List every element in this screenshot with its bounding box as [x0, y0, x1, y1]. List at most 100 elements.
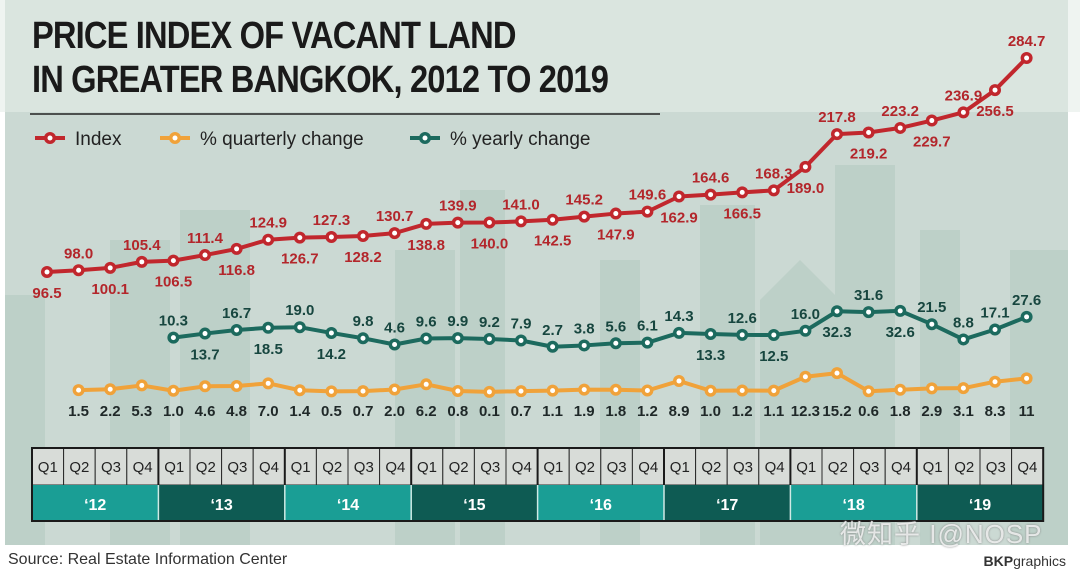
data-label: 147.9 — [597, 227, 635, 244]
data-label: 168.3 — [755, 165, 793, 182]
data-point-center — [644, 340, 650, 346]
data-label: 2.7 — [542, 322, 563, 339]
year-label: ‘19 — [969, 497, 991, 514]
data-label: 1.2 — [637, 403, 658, 420]
data-label: 13.7 — [190, 347, 219, 364]
chart-title: PRICE INDEX OF VACANT LAND IN GREATER BA… — [32, 14, 609, 102]
data-label: 3.8 — [574, 320, 595, 337]
data-label: 162.9 — [660, 210, 698, 227]
data-label: 284.7 — [1008, 33, 1046, 50]
data-point-center — [170, 388, 176, 394]
quarter-label: Q4 — [385, 459, 405, 476]
year-label: ‘15 — [463, 497, 485, 514]
data-label: 0.8 — [447, 403, 468, 420]
data-label: 32.6 — [886, 324, 915, 341]
data-label: 0.7 — [511, 403, 532, 420]
data-point-center — [328, 234, 334, 240]
data-point-center — [234, 246, 240, 252]
data-label: 149.6 — [629, 187, 667, 204]
data-point-center — [423, 335, 429, 341]
data-label: 7.0 — [258, 403, 279, 420]
data-point-center — [897, 387, 903, 393]
legend-swatch-center — [172, 135, 178, 141]
quarter-label: Q3 — [859, 459, 879, 476]
data-label: 1.8 — [605, 403, 626, 420]
data-point-center — [202, 383, 208, 389]
year-cell — [284, 485, 412, 521]
data-label: 223.2 — [881, 103, 919, 120]
quarter-label: Q3 — [354, 459, 374, 476]
data-label: 1.0 — [163, 403, 184, 420]
data-point-center — [297, 324, 303, 330]
title-line-1: PRICE INDEX OF VACANT LAND — [32, 15, 516, 57]
data-point-center — [550, 217, 556, 223]
data-label: 256.5 — [976, 103, 1014, 120]
data-point-center — [486, 389, 492, 395]
year-cell — [790, 485, 917, 521]
title-line-2: IN GREATER BANGKOK, 2012 TO 2019 — [32, 59, 609, 101]
series-yearly-change: 10.313.7 16.7 18.5 19.0 14.2 9.8 4.6 9.6 9.9 9.2 7… — [159, 287, 1041, 365]
data-point-center — [265, 380, 271, 386]
data-label: 17.1 — [980, 304, 1009, 321]
data-point-center — [834, 370, 840, 376]
data-label: 9.9 — [447, 313, 468, 330]
data-point-center — [960, 385, 966, 391]
year-label: ‘16 — [590, 497, 612, 514]
data-point-center — [265, 237, 271, 243]
data-point-center — [234, 383, 240, 389]
quarter-label: Q3 — [480, 459, 500, 476]
data-point-center — [708, 388, 714, 394]
title-area — [0, 0, 1080, 112]
data-label: 98.0 — [64, 245, 93, 262]
quarter-cell — [126, 447, 159, 486]
data-point-center — [423, 381, 429, 387]
data-label: 1.2 — [732, 403, 753, 420]
data-point-center — [234, 327, 240, 333]
data-label: 4.8 — [226, 403, 247, 420]
data-label: 127.3 — [313, 212, 351, 229]
data-point-center — [265, 325, 271, 331]
data-point-center — [771, 388, 777, 394]
data-point-center — [518, 218, 524, 224]
data-label: 124.9 — [249, 215, 287, 232]
year-cell — [916, 485, 1044, 521]
data-point-center — [392, 341, 398, 347]
legend-label: % quarterly change — [200, 129, 364, 150]
series-index: 96.5 98.0 100.1 105.4 106.5 111.4 116.8 124.9 12… — [32, 33, 1045, 302]
year-cell — [664, 485, 791, 521]
data-point-center — [676, 330, 682, 336]
data-point-center — [992, 326, 998, 332]
quarter-label: Q4 — [1017, 459, 1037, 476]
quarter-cell — [537, 447, 570, 486]
data-point-center — [392, 387, 398, 393]
data-point-center — [676, 378, 682, 384]
data-label: 18.5 — [254, 341, 283, 358]
data-label: 8.9 — [669, 403, 690, 420]
data-label: 27.6 — [1012, 292, 1041, 309]
data-label: 217.8 — [818, 109, 856, 126]
data-label: 106.5 — [155, 274, 193, 291]
brand-bold: BKP — [983, 553, 1014, 569]
quarter-label: Q2 — [701, 459, 721, 476]
data-point-center — [644, 209, 650, 215]
quarter-label: Q3 — [986, 459, 1006, 476]
legend-label: Index — [75, 129, 122, 150]
data-label: 9.6 — [416, 313, 437, 330]
year-label: ‘18 — [842, 497, 864, 514]
quarter-label: Q4 — [512, 459, 532, 476]
data-label: 0.7 — [353, 403, 374, 420]
brand-rest: graphics — [1013, 553, 1066, 569]
data-label: 139.9 — [439, 198, 477, 215]
quarter-label: Q3 — [101, 459, 121, 476]
year-cell — [411, 485, 538, 521]
data-point-center — [739, 388, 745, 394]
data-point-center — [360, 233, 366, 239]
data-point-center — [297, 235, 303, 241]
data-point-center — [423, 221, 429, 227]
quarter-label: Q2 — [449, 459, 469, 476]
quarter-label: Q1 — [164, 459, 184, 476]
data-label: 4.6 — [195, 403, 216, 420]
data-point-center — [581, 214, 587, 220]
year-cell — [32, 485, 159, 521]
